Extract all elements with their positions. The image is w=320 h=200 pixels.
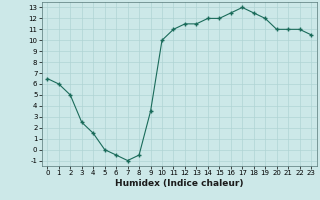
X-axis label: Humidex (Indice chaleur): Humidex (Indice chaleur) — [115, 179, 244, 188]
